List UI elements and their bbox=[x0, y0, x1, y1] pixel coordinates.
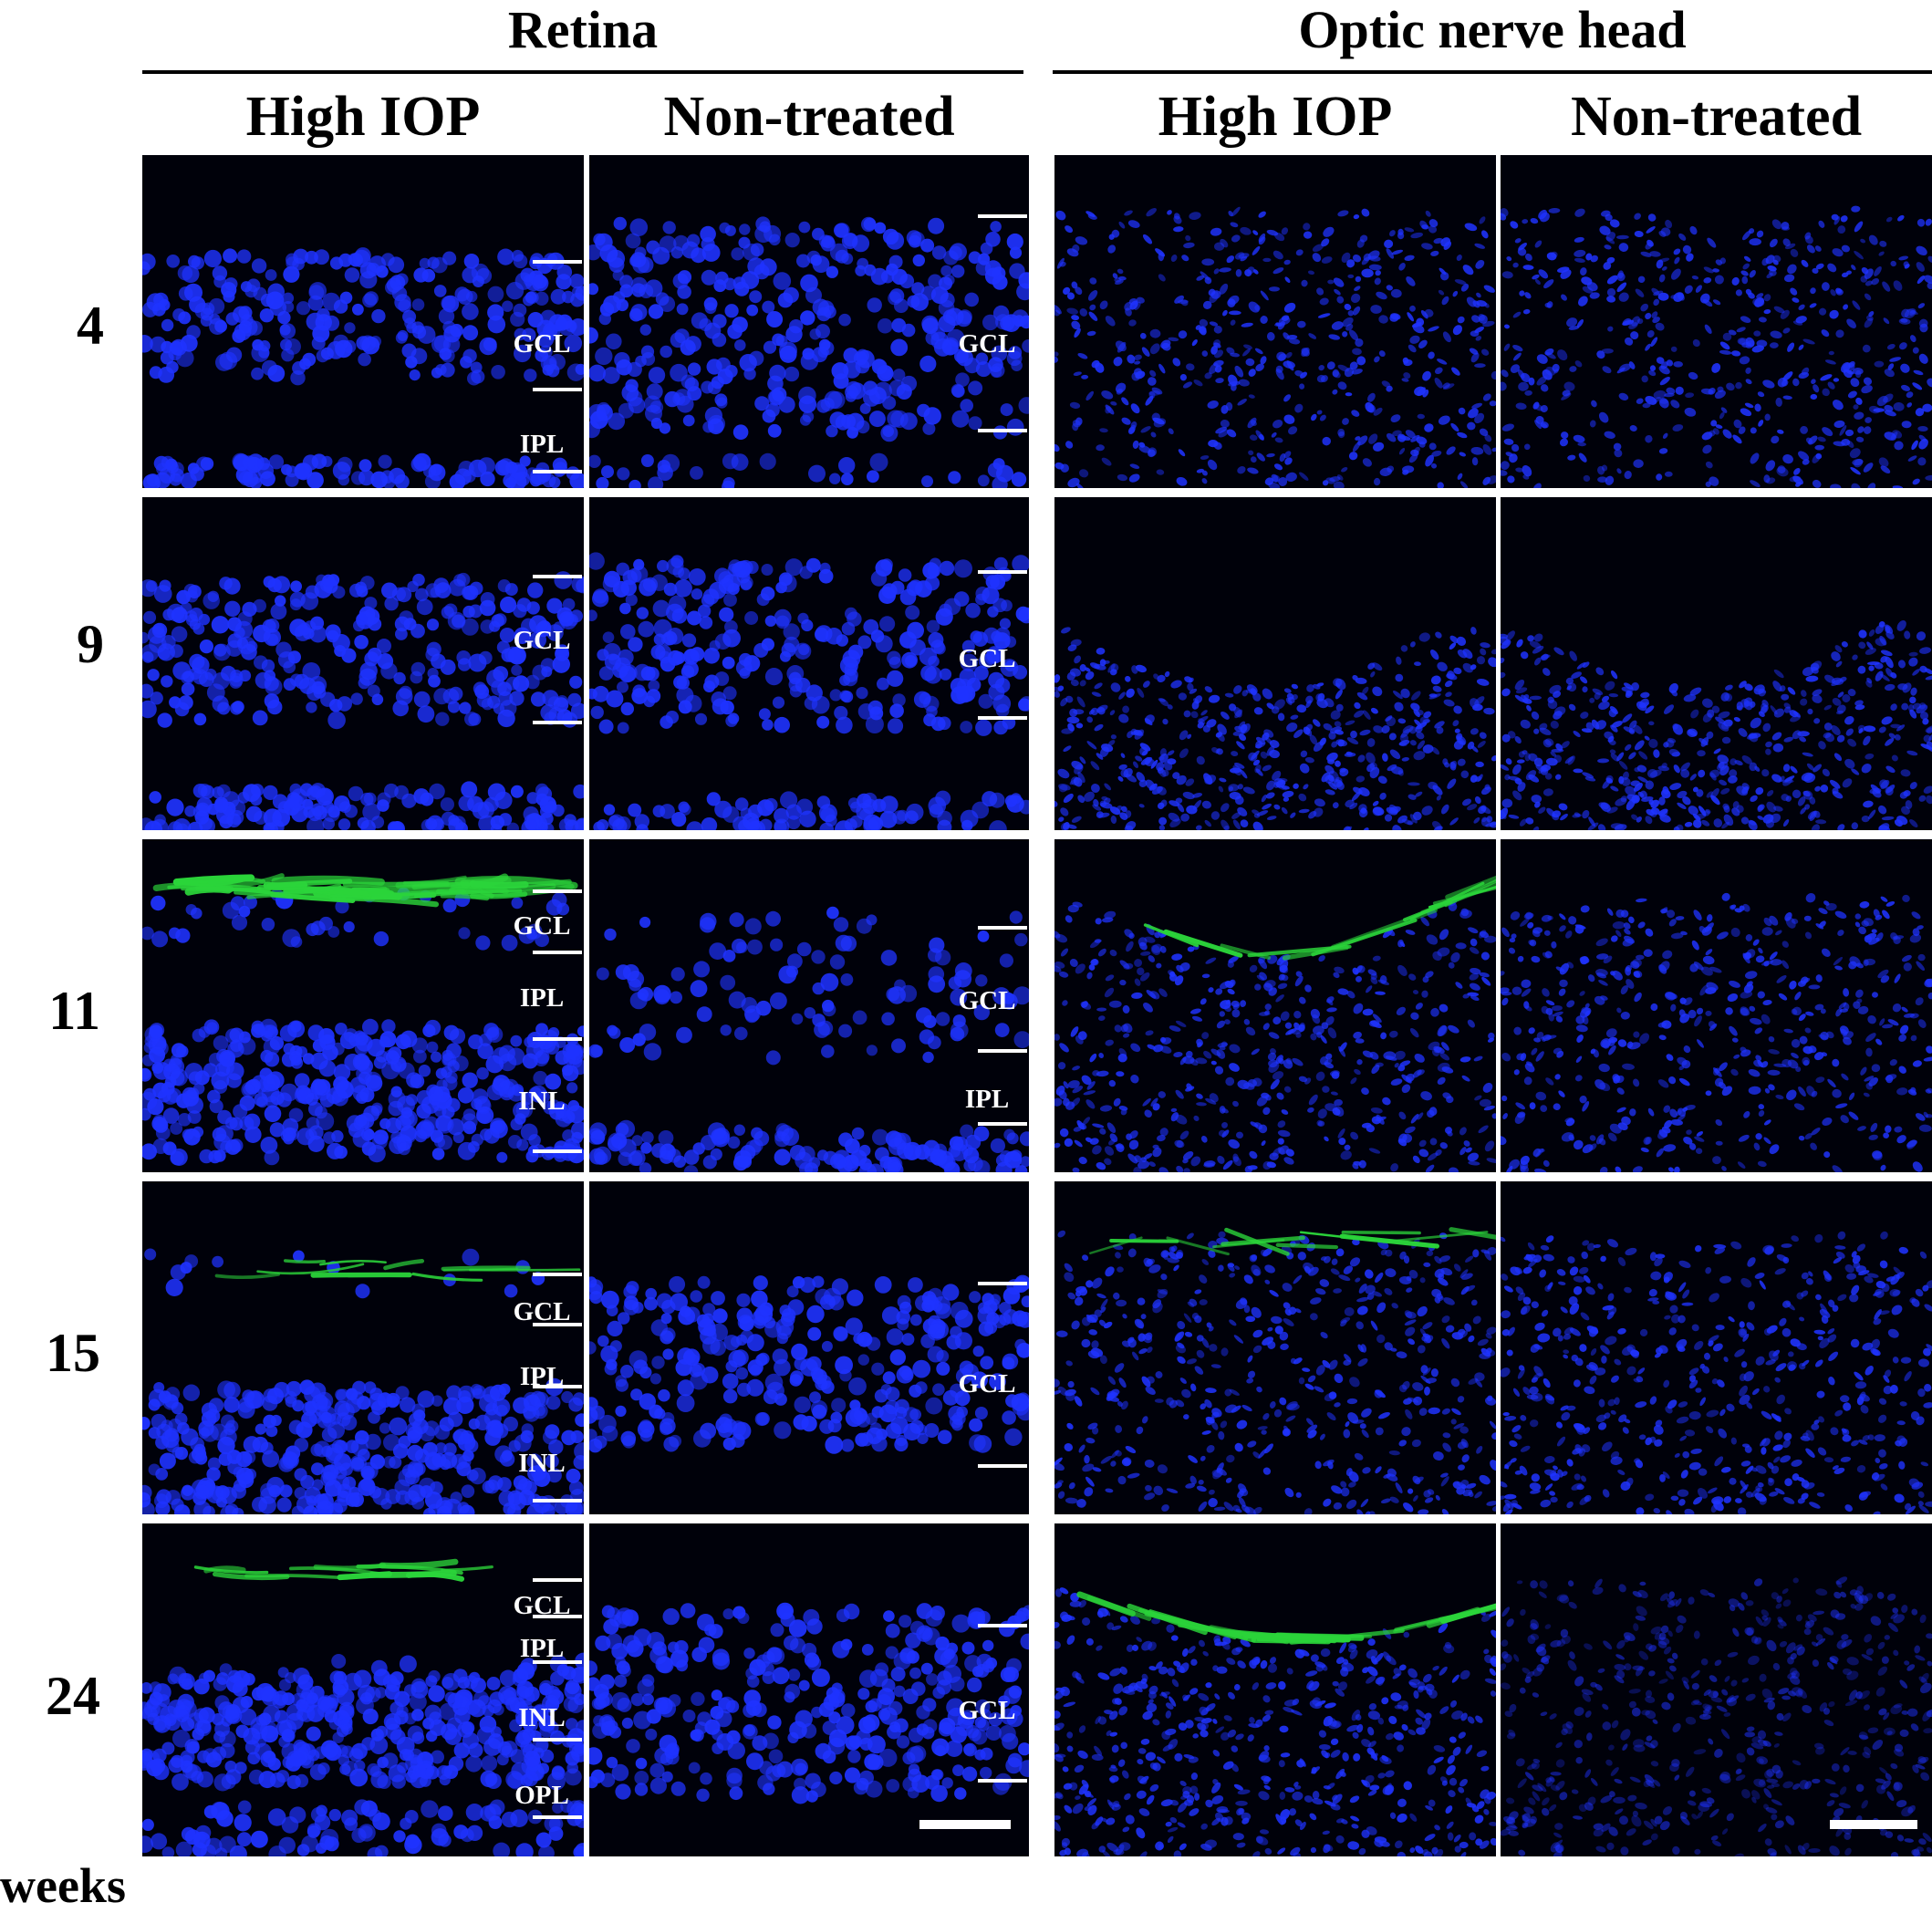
layer-label-gcl: GCL bbox=[507, 328, 576, 359]
micrograph-image bbox=[1501, 839, 1932, 1172]
micrograph-image bbox=[589, 155, 1029, 488]
layer-boundary-tick bbox=[533, 1385, 582, 1388]
micrograph-retina-high-iop-week-11: GCL IPL INL bbox=[142, 839, 584, 1172]
layer-boundary-tick bbox=[978, 1049, 1027, 1053]
layer-boundary-tick bbox=[978, 214, 1027, 218]
micrograph-onh-non-treated-week-24 bbox=[1501, 1523, 1932, 1856]
column-header-onh-high-iop: High IOP bbox=[1054, 84, 1496, 150]
layer-label-gcl: GCL bbox=[507, 910, 576, 941]
micrograph-image bbox=[589, 1523, 1029, 1856]
week-label-24: 24 bbox=[0, 1664, 100, 1728]
micrograph-retina-non-treated-week-11: GCL IPL bbox=[589, 839, 1029, 1172]
micrograph-image bbox=[1501, 155, 1932, 488]
week-label-9: 9 bbox=[0, 612, 104, 676]
layer-boundary-tick bbox=[533, 575, 582, 578]
week-label-11: 11 bbox=[0, 979, 100, 1043]
layer-label-ipl: IPL bbox=[507, 1633, 576, 1664]
micrograph-onh-high-iop-week-4 bbox=[1054, 155, 1496, 488]
micrograph-onh-non-treated-week-9 bbox=[1501, 497, 1932, 830]
layer-label-inl: INL bbox=[507, 1086, 576, 1117]
micrograph-image bbox=[1501, 1181, 1932, 1514]
layer-boundary-tick bbox=[978, 1122, 1027, 1126]
layer-boundary-tick bbox=[978, 1779, 1027, 1783]
week-label-15: 15 bbox=[0, 1321, 100, 1385]
layer-boundary-tick bbox=[533, 721, 582, 724]
micrograph-onh-non-treated-week-11 bbox=[1501, 839, 1932, 1172]
layer-boundary-tick bbox=[533, 951, 582, 954]
layer-boundary-tick bbox=[533, 1738, 582, 1741]
layer-label-opl: OPL bbox=[507, 1780, 576, 1811]
layer-boundary-tick bbox=[533, 1499, 582, 1502]
column-header-onh-non-treated: Non-treated bbox=[1501, 84, 1932, 150]
micrograph-retina-high-iop-week-9: GCL bbox=[142, 497, 584, 830]
layer-label-ipl: IPL bbox=[952, 1084, 1022, 1115]
micrograph-onh-non-treated-week-15 bbox=[1501, 1181, 1932, 1514]
layer-boundary-tick bbox=[533, 1815, 582, 1819]
layer-boundary-tick bbox=[533, 470, 582, 473]
section-title-retina: Retina bbox=[142, 0, 1023, 60]
layer-label-gcl: GCL bbox=[952, 328, 1022, 359]
layer-label-gcl: GCL bbox=[952, 1695, 1022, 1726]
week-label-4: 4 bbox=[0, 294, 104, 358]
section-rule-retina bbox=[142, 70, 1023, 74]
column-header-retina-non-treated: Non-treated bbox=[589, 84, 1029, 150]
micrograph-retina-high-iop-week-4: GCL IPL bbox=[142, 155, 584, 488]
micrograph-retina-non-treated-week-15: GCL bbox=[589, 1181, 1029, 1514]
scale-bar-optic-nerve-head bbox=[1830, 1820, 1917, 1829]
layer-label-ipl: IPL bbox=[507, 429, 576, 460]
layer-label-gcl: GCL bbox=[952, 643, 1022, 674]
micrograph-onh-high-iop-week-9 bbox=[1054, 497, 1496, 830]
micrograph-onh-high-iop-week-24 bbox=[1054, 1523, 1496, 1856]
micrograph-image bbox=[142, 497, 584, 830]
micrograph-onh-non-treated-week-4 bbox=[1501, 155, 1932, 488]
layer-boundary-tick bbox=[533, 1037, 582, 1041]
layer-boundary-tick bbox=[978, 429, 1027, 432]
column-header-retina-high-iop: High IOP bbox=[142, 84, 584, 150]
micrograph-image bbox=[1054, 1523, 1496, 1856]
layer-boundary-tick bbox=[533, 260, 582, 264]
layer-boundary-tick bbox=[533, 1615, 582, 1618]
layer-boundary-tick bbox=[978, 1282, 1027, 1285]
layer-boundary-tick bbox=[978, 570, 1027, 574]
layer-boundary-tick bbox=[533, 1273, 582, 1276]
micrograph-image bbox=[1054, 1181, 1496, 1514]
layer-boundary-tick bbox=[533, 1660, 582, 1664]
layer-boundary-tick bbox=[978, 926, 1027, 930]
layer-label-inl: INL bbox=[507, 1702, 576, 1733]
layer-label-gcl: GCL bbox=[507, 625, 576, 656]
micrograph-image bbox=[1501, 1523, 1932, 1856]
weeks-axis-label: weeks bbox=[0, 1859, 126, 1912]
micrograph-image bbox=[1054, 155, 1496, 488]
micrograph-onh-high-iop-week-15 bbox=[1054, 1181, 1496, 1514]
layer-label-inl: INL bbox=[507, 1448, 576, 1479]
scale-bar-retina bbox=[919, 1820, 1011, 1829]
micrograph-image bbox=[1054, 497, 1496, 830]
layer-boundary-tick bbox=[533, 1149, 582, 1153]
micrograph-image bbox=[1501, 497, 1932, 830]
micrograph-image bbox=[1054, 839, 1496, 1172]
layer-boundary-tick bbox=[533, 388, 582, 391]
micrograph-retina-non-treated-week-24: GCL bbox=[589, 1523, 1029, 1856]
layer-boundary-tick bbox=[533, 889, 582, 893]
micrograph-onh-high-iop-week-11 bbox=[1054, 839, 1496, 1172]
layer-boundary-tick bbox=[533, 1578, 582, 1582]
section-title-optic-nerve-head: Optic nerve head bbox=[1053, 0, 1932, 60]
layer-boundary-tick bbox=[978, 1624, 1027, 1627]
micrograph-image bbox=[589, 1181, 1029, 1514]
layer-label-gcl: GCL bbox=[952, 985, 1022, 1016]
layer-boundary-tick bbox=[978, 716, 1027, 720]
micrograph-retina-non-treated-week-4: GCL bbox=[589, 155, 1029, 488]
section-rule-optic-nerve-head bbox=[1053, 70, 1932, 74]
layer-label-ipl: IPL bbox=[507, 982, 576, 1014]
layer-boundary-tick bbox=[978, 1464, 1027, 1468]
layer-label-gcl: GCL bbox=[952, 1368, 1022, 1399]
layer-boundary-tick bbox=[533, 1323, 582, 1326]
micrograph-retina-non-treated-week-9: GCL bbox=[589, 497, 1029, 830]
